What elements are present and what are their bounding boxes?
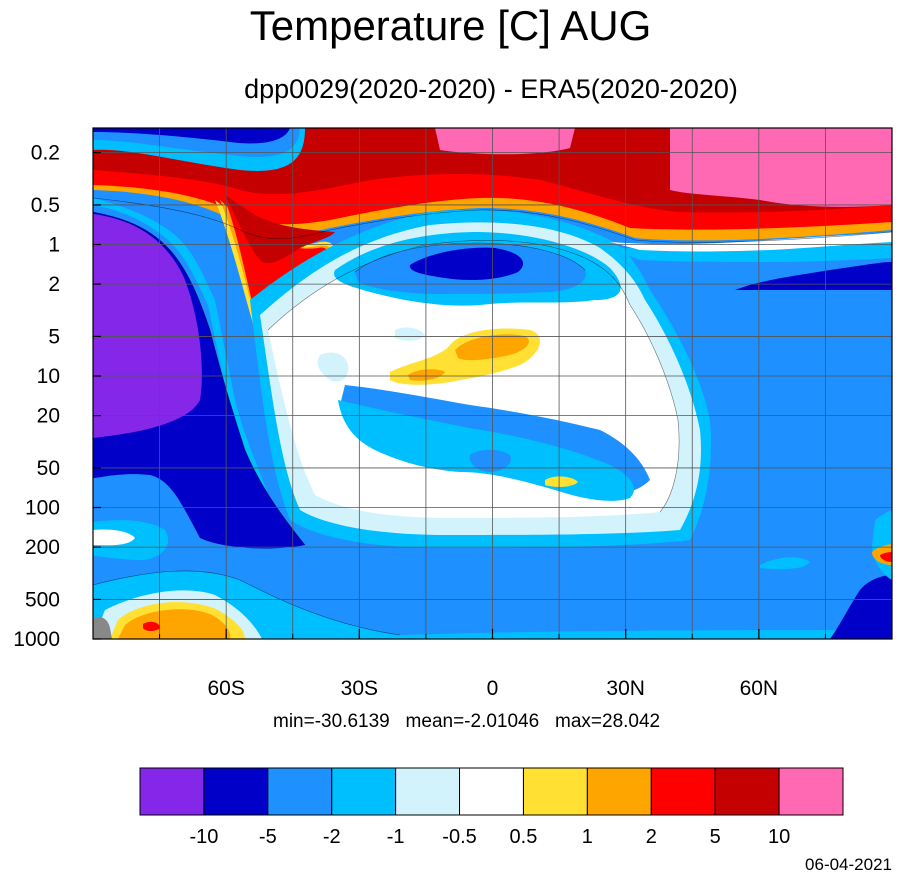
colorbar-label: -1 [387,826,405,848]
band-white-sh-surface [93,529,135,546]
colorbar-swatch [778,767,844,816]
y-tick-label: 1 [48,234,60,257]
y-tick-label: 100 [25,497,60,520]
x-tick-labels: 60S 30S 0 30N 60N [207,677,778,700]
colorbar-label: -0.5 [442,826,476,848]
colorbar-swatch [331,767,397,816]
y-tick-label: 200 [25,536,60,559]
grid [93,128,892,640]
y-tick-label: 500 [25,588,60,611]
colorbar-swatch [267,767,333,816]
band-blue-dip-equator [469,449,511,472]
y-tick-label: 10 [37,365,60,388]
colorbar-swatch [395,767,461,816]
blob-orange [455,334,529,361]
band-darkblue-core [409,247,524,280]
contour-lines [93,197,892,636]
y-tick-label: 5 [48,325,60,348]
band-darkblue-nh-surface [830,575,892,639]
chart-title: Temperature [C] AUG [249,2,652,49]
x-tick-label: 0 [487,677,499,700]
colorbar-swatch [586,767,652,816]
colorbar-swatch [522,767,588,816]
band-cold-topleft-darkblue [93,128,290,144]
y-tick-label: 20 [37,405,60,428]
band-lightblue-nh-surface [760,557,810,570]
band-pink-center [435,128,575,155]
y-tick-label: 50 [37,457,60,480]
colorbar-swatch [139,767,205,816]
x-tick-label: 30N [606,677,645,700]
band-orange-sh-lower [118,609,231,639]
stats-line: min=-30.6139 mean=-2.01046 max=28.042 [273,711,661,732]
colorbar-label: -5 [259,826,277,848]
colorbar-label: 2 [646,826,657,848]
x-tick-label: 60S [207,677,244,700]
band-darkblue-nh [735,262,892,290]
colorbar-label: -10 [189,826,218,848]
band-pink-top [670,128,892,207]
colorbar-swatch [714,767,780,816]
x-tick-label: 30S [341,677,378,700]
footer-date: 06-04-2021 [805,855,892,874]
colorbar-swatch [650,767,716,816]
blob-yellow-small [545,476,578,487]
colorbar-swatch [459,767,524,816]
ticks [92,152,893,640]
band-white-nh-ribbon [610,232,892,252]
colorbar-label: 10 [768,826,790,848]
y-tick-label: 0.2 [31,142,60,165]
y-tick-label: 2 [48,273,60,296]
colorbar-label: 0.5 [510,826,538,848]
chart-subtitle: dpp0029(2020-2020) - ERA5(2020-2020) [244,74,738,104]
y-tick-label: 1000 [13,628,60,651]
band-paleblue-patch-2 [395,327,425,341]
band-red-nh-edge [880,552,892,562]
x-tick-label: 60N [740,677,779,700]
y-tick-labels: 0.2 0.5 1 2 5 10 20 50 100 200 500 1000 [13,142,60,651]
colorbar-label: -2 [323,826,341,848]
colorbar: -10 -5 -2 -1 -0.5 0.5 1 2 5 10 [139,767,844,848]
band-paleblue-patch [317,352,349,382]
tongue-darkred [225,195,335,264]
colorbar-label: 1 [582,826,593,848]
y-tick-label: 0.5 [31,194,60,217]
band-purple-pole [93,214,202,438]
colorbar-label: 5 [710,826,721,848]
colorbar-swatch [203,767,269,816]
band-red-sh-lower [143,621,160,631]
blob-orange-2 [408,369,445,381]
terrain-gray [93,616,112,639]
